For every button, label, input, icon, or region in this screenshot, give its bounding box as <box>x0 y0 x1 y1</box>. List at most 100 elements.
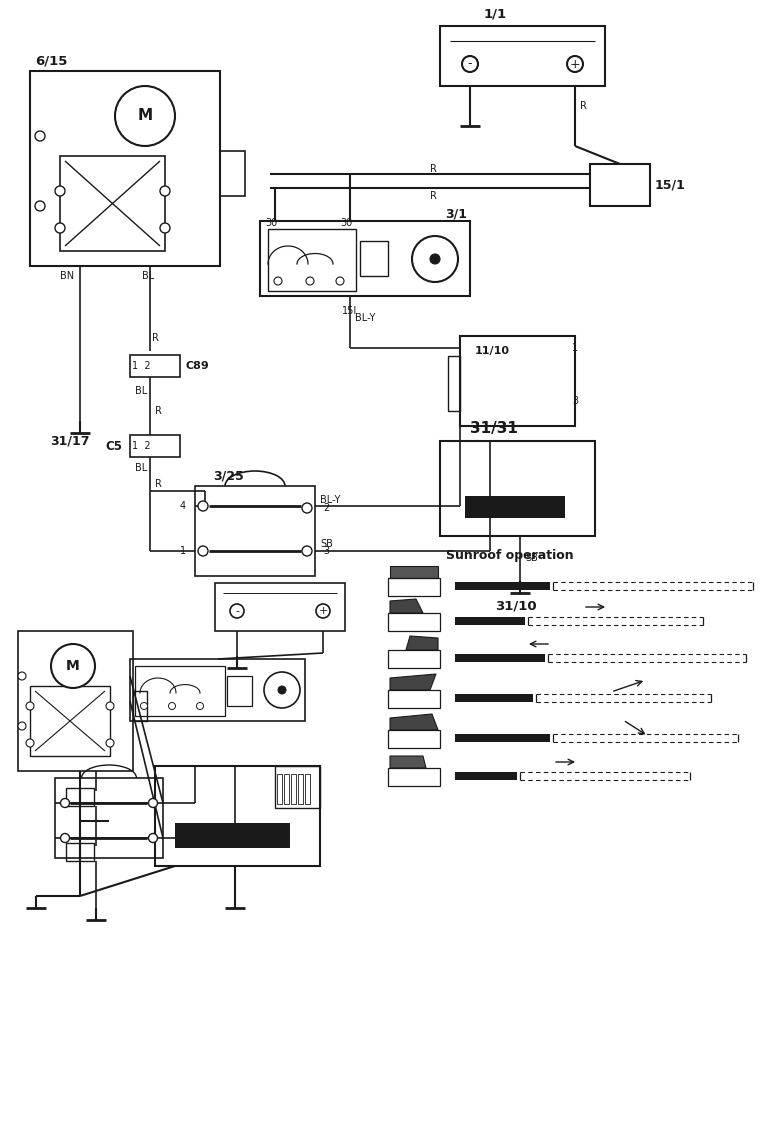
Circle shape <box>18 672 26 680</box>
Bar <box>298 774 303 804</box>
Text: 31/17: 31/17 <box>50 434 90 447</box>
Text: R: R <box>155 406 162 416</box>
Circle shape <box>160 223 170 233</box>
Bar <box>455 694 533 702</box>
Circle shape <box>274 277 282 285</box>
Circle shape <box>278 686 286 694</box>
Circle shape <box>141 702 147 709</box>
Text: 1  2: 1 2 <box>132 441 151 452</box>
Bar <box>448 356 460 411</box>
Bar <box>130 435 180 457</box>
Bar <box>388 768 440 786</box>
Bar <box>55 778 163 858</box>
Text: R: R <box>151 333 158 343</box>
Bar <box>133 691 147 721</box>
Bar <box>260 221 470 296</box>
Circle shape <box>106 702 114 711</box>
Bar <box>220 151 245 196</box>
Bar <box>30 71 220 266</box>
Bar <box>275 766 320 808</box>
Text: Sunroof operation: Sunroof operation <box>446 549 574 563</box>
Bar <box>175 823 290 848</box>
Bar <box>388 730 440 748</box>
Text: 6/15: 6/15 <box>35 55 68 68</box>
Bar <box>215 583 345 631</box>
Text: 1: 1 <box>180 545 186 556</box>
Text: 15I: 15I <box>343 306 358 316</box>
Bar <box>455 733 550 741</box>
Text: R: R <box>430 164 437 174</box>
Circle shape <box>61 799 69 808</box>
Bar <box>30 686 110 756</box>
Text: BL: BL <box>135 463 147 473</box>
Bar <box>130 355 180 377</box>
Bar <box>305 774 310 804</box>
Bar <box>66 788 94 806</box>
Circle shape <box>35 201 45 211</box>
Circle shape <box>26 739 34 747</box>
Bar <box>590 164 650 206</box>
Text: M: M <box>137 109 153 124</box>
Bar <box>455 654 545 662</box>
Text: -: - <box>235 606 239 617</box>
Polygon shape <box>390 756 426 768</box>
Text: M: M <box>66 659 80 673</box>
Text: +: + <box>570 57 581 71</box>
Polygon shape <box>406 636 438 650</box>
Bar <box>440 441 595 536</box>
Bar <box>277 774 282 804</box>
Text: 4: 4 <box>180 501 186 511</box>
Text: BL-Y: BL-Y <box>320 495 340 505</box>
Circle shape <box>567 56 583 72</box>
Circle shape <box>61 833 69 842</box>
Bar <box>455 617 525 625</box>
Bar <box>60 156 165 251</box>
Circle shape <box>264 672 300 708</box>
Bar <box>284 774 289 804</box>
Circle shape <box>302 545 312 556</box>
Bar <box>388 690 440 708</box>
Text: 15/1: 15/1 <box>655 179 686 191</box>
Text: 1: 1 <box>572 343 578 353</box>
Circle shape <box>198 545 208 556</box>
Bar <box>440 26 605 86</box>
Text: 2: 2 <box>323 503 329 513</box>
Circle shape <box>55 223 65 233</box>
Circle shape <box>230 604 244 618</box>
Text: SB: SB <box>525 554 538 563</box>
Text: R: R <box>155 479 162 489</box>
Text: 3: 3 <box>323 545 329 556</box>
Polygon shape <box>390 599 423 613</box>
Circle shape <box>316 604 330 618</box>
Bar <box>360 241 388 276</box>
Text: SB: SB <box>320 539 333 549</box>
Circle shape <box>148 799 157 808</box>
Bar <box>195 486 315 576</box>
Bar <box>155 766 320 866</box>
Text: R: R <box>430 191 437 201</box>
Bar <box>465 496 565 518</box>
Bar <box>291 774 296 804</box>
Text: +: + <box>318 606 328 617</box>
Polygon shape <box>390 674 436 690</box>
Circle shape <box>198 501 208 511</box>
Text: 31/10: 31/10 <box>495 599 537 612</box>
Text: 3: 3 <box>572 397 578 406</box>
Text: C5: C5 <box>105 440 122 453</box>
Bar <box>388 613 440 631</box>
Circle shape <box>55 186 65 196</box>
Text: 3/25: 3/25 <box>213 470 243 482</box>
Text: C89: C89 <box>185 361 209 371</box>
Text: 31/31: 31/31 <box>470 421 518 435</box>
Circle shape <box>18 722 26 730</box>
Text: BN: BN <box>60 270 74 281</box>
Circle shape <box>430 254 440 264</box>
Text: BL: BL <box>142 270 154 281</box>
Bar <box>135 666 225 716</box>
Text: 1  2: 1 2 <box>132 361 151 371</box>
Bar <box>388 650 440 668</box>
Circle shape <box>148 833 157 842</box>
Circle shape <box>197 702 204 709</box>
Circle shape <box>26 702 34 711</box>
Circle shape <box>336 277 344 285</box>
